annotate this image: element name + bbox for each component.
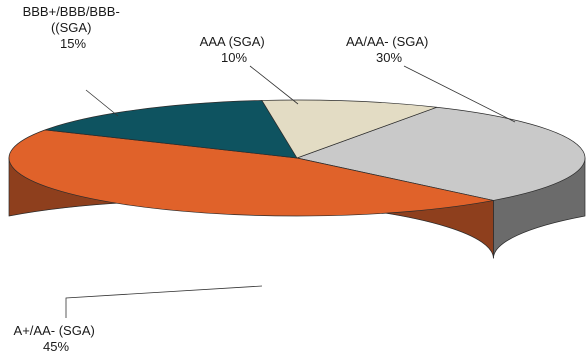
leader-line-a-plus	[65, 285, 263, 318]
slice-label-aa: AA/AA- (SGA) 30%	[346, 34, 432, 65]
leader-line-aa	[403, 65, 516, 123]
slice-label-a-plus: A+/AA- (SGA) 45%	[14, 323, 99, 354]
label-leader-lines	[65, 65, 516, 318]
leader-line-bbb	[85, 89, 119, 117]
pie-slice-bbb	[44, 100, 298, 159]
pie-slice-a-plus	[8, 129, 494, 217]
pie-slice-aa	[295, 106, 586, 201]
pie-slices	[8, 99, 586, 217]
slice-label-bbb: BBB+/BBB/BBB- ((SGA) 15%	[23, 4, 124, 51]
slice-label-aaa: AAA (SGA) 10%	[200, 34, 269, 65]
leader-line-aaa	[249, 65, 299, 105]
pie-slice-aaa	[261, 99, 437, 159]
